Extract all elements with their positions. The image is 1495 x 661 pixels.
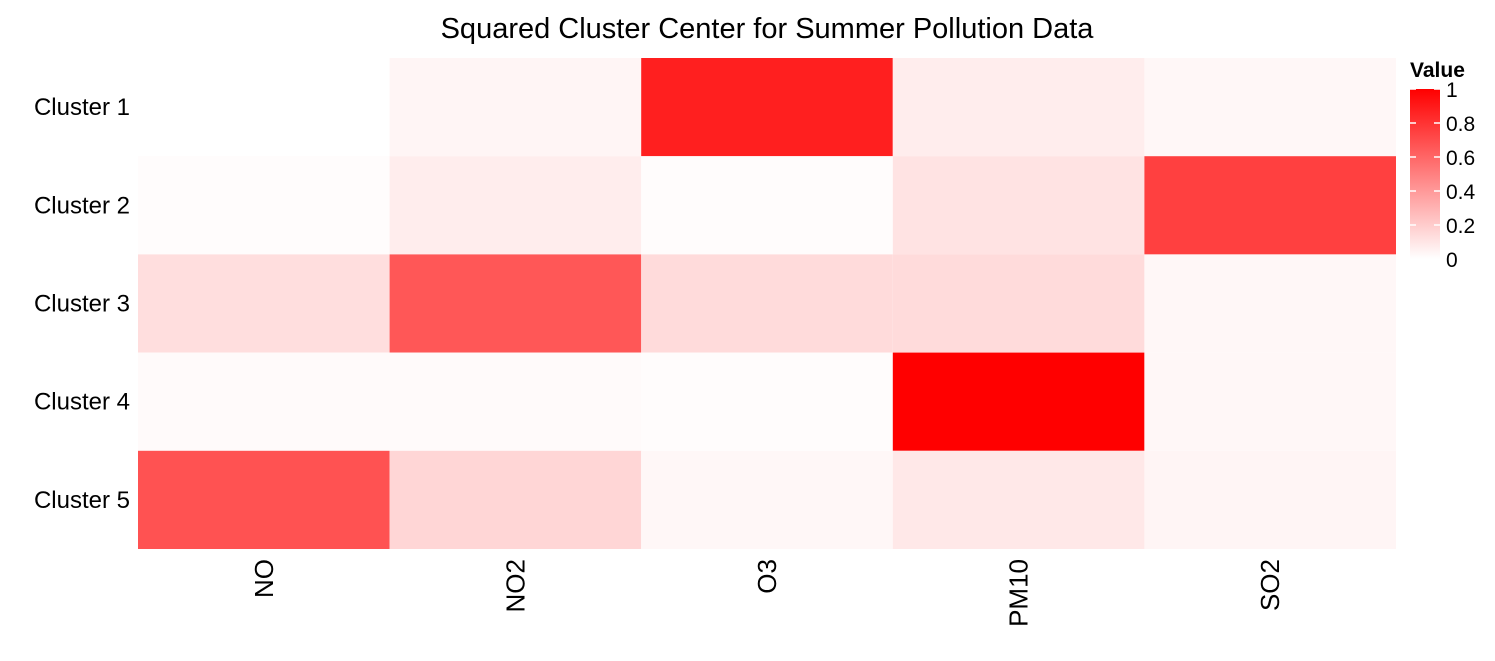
column-labels: NO NO2 O3 PM10 SO2 xyxy=(249,559,1285,627)
heatmap-cell xyxy=(892,156,1145,255)
heatmap-cell xyxy=(1144,254,1396,353)
heatmap-cell xyxy=(641,156,893,255)
heatmap-cell xyxy=(1144,450,1396,549)
row-labels: Cluster 1 Cluster 2 Cluster 3 Cluster 4 Clus… xyxy=(34,94,130,514)
heatmap-cell xyxy=(641,254,893,353)
heatmap-cell xyxy=(138,156,390,255)
row-label: Cluster 1 xyxy=(34,94,130,121)
heatmap-cell xyxy=(389,58,642,157)
heatmap-cell xyxy=(1144,58,1396,157)
heatmap-cell xyxy=(641,450,893,549)
heatmap-cell xyxy=(892,254,1145,353)
legend-tick-label: 0.8 xyxy=(1446,113,1475,136)
heatmap-cell xyxy=(892,450,1145,549)
column-label: NO xyxy=(249,559,279,598)
heatmap-cell xyxy=(389,254,642,353)
heatmap-cell xyxy=(138,450,390,549)
heatmap-cell xyxy=(892,58,1145,157)
heatmap-cell xyxy=(138,352,390,451)
row-label: Cluster 4 xyxy=(34,389,130,416)
legend-ticks: 0 0.2 0.4 0.6 0.8 1 xyxy=(1410,79,1476,272)
column-label: PM10 xyxy=(1004,559,1034,627)
color-legend: Value 0 0.2 0.4 0.6 0.8 1 xyxy=(1410,59,1476,272)
heatmap-cell xyxy=(1144,352,1396,451)
heatmap-cell xyxy=(389,156,642,255)
row-label: Cluster 3 xyxy=(34,291,130,318)
legend-tick-label: 0.4 xyxy=(1446,181,1476,204)
heatmap-cell xyxy=(389,352,642,451)
heatmap-cell xyxy=(892,352,1145,451)
legend-tick-label: 1 xyxy=(1446,79,1458,102)
legend-color-bar xyxy=(1410,89,1440,259)
heatmap-cells xyxy=(138,58,1396,549)
column-label: SO2 xyxy=(1255,559,1285,611)
legend-title: Value xyxy=(1410,59,1465,82)
heatmap-cell xyxy=(641,352,893,451)
column-label: O3 xyxy=(752,559,782,594)
heatmap-cell xyxy=(138,58,390,157)
column-label: NO2 xyxy=(500,559,530,612)
heatmap-cell xyxy=(1144,156,1396,255)
row-label: Cluster 2 xyxy=(34,192,130,219)
heatmap-cell xyxy=(138,254,390,353)
heatmap-cell xyxy=(389,450,642,549)
row-label: Cluster 5 xyxy=(34,487,130,514)
chart-title: Squared Cluster Center for Summer Pollut… xyxy=(441,13,1095,45)
legend-tick-label: 0 xyxy=(1446,249,1458,272)
heatmap-cell xyxy=(641,58,893,157)
legend-tick-label: 0.6 xyxy=(1446,147,1475,170)
legend-tick-label: 0.2 xyxy=(1446,215,1475,238)
